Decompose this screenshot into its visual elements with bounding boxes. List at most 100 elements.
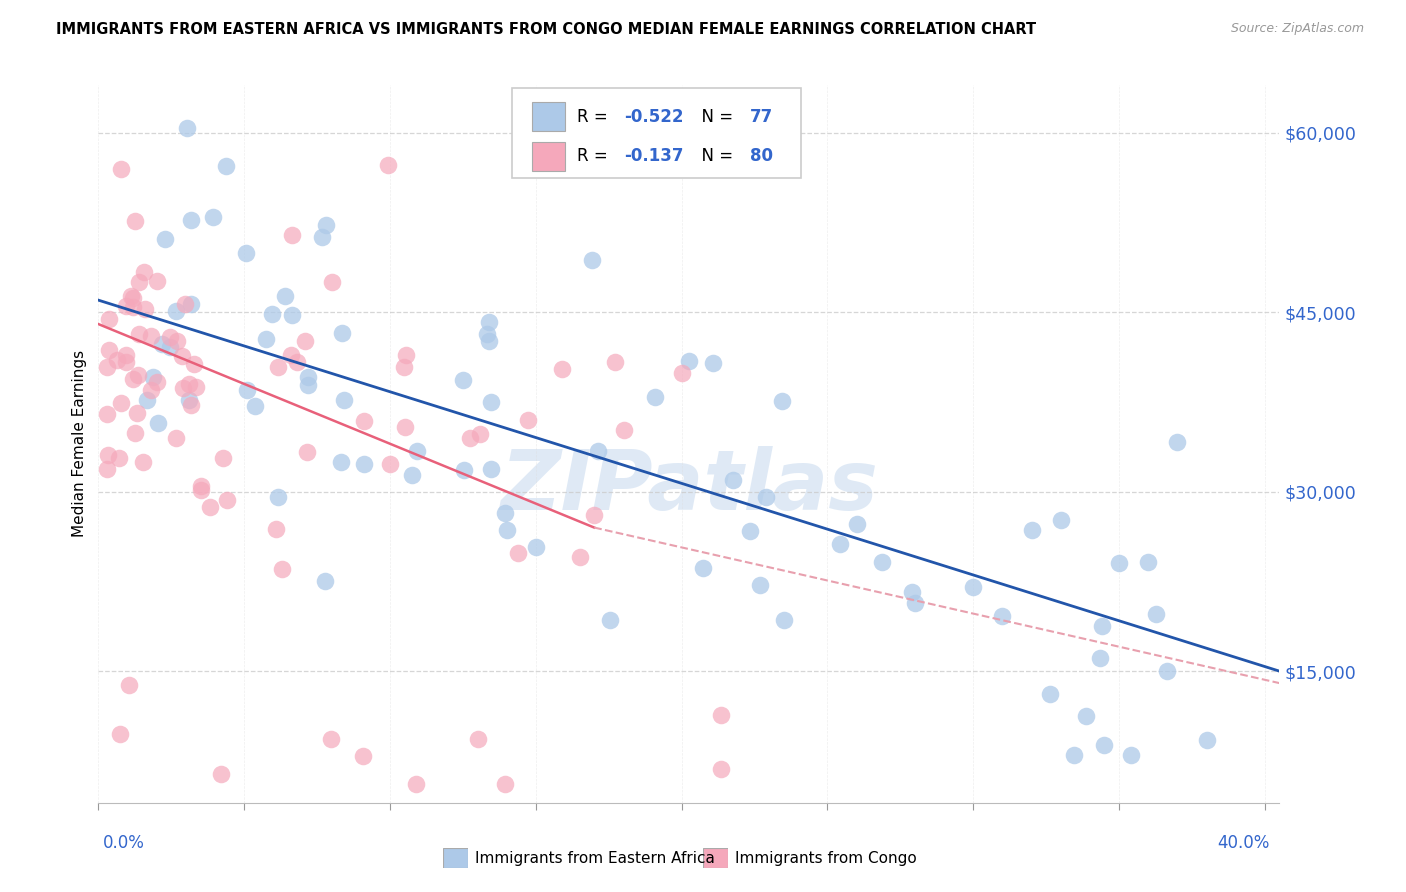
Point — [494, 776, 516, 790]
Point — [1108, 556, 1130, 570]
Point — [96, 407, 118, 421]
Point — [271, 562, 294, 576]
Point — [392, 359, 415, 374]
Point — [517, 413, 540, 427]
Text: Immigrants from Eastern Africa: Immigrants from Eastern Africa — [475, 851, 716, 865]
Point — [166, 334, 188, 348]
Point — [131, 454, 153, 468]
Point — [273, 289, 295, 303]
Point — [180, 296, 202, 310]
Point — [581, 252, 603, 267]
Point — [285, 355, 308, 369]
Y-axis label: Median Female Earnings: Median Female Earnings — [72, 351, 87, 537]
Point — [494, 506, 516, 520]
Point — [146, 375, 169, 389]
Point — [183, 357, 205, 371]
Point — [177, 377, 200, 392]
Point — [180, 398, 202, 412]
Point — [128, 326, 150, 341]
Point — [122, 291, 145, 305]
Point — [478, 334, 501, 348]
Point — [121, 300, 143, 314]
Point — [267, 490, 290, 504]
Point — [401, 467, 423, 482]
Point — [172, 350, 194, 364]
Point — [1119, 747, 1142, 762]
Point — [124, 425, 146, 440]
Point — [603, 354, 626, 368]
Point — [613, 424, 636, 438]
Point — [405, 776, 427, 790]
Text: R =: R = — [576, 108, 613, 126]
Point — [904, 596, 927, 610]
Point — [186, 379, 208, 393]
Point — [150, 336, 173, 351]
Point — [1166, 434, 1188, 449]
Point — [134, 301, 156, 316]
Point — [297, 369, 319, 384]
Point — [146, 274, 169, 288]
FancyBboxPatch shape — [512, 88, 801, 178]
Point — [176, 121, 198, 136]
Point — [353, 749, 375, 764]
Point — [236, 384, 259, 398]
Point — [260, 307, 283, 321]
Point — [588, 444, 610, 458]
Point — [330, 455, 353, 469]
Text: N =: N = — [692, 108, 738, 126]
Point — [478, 315, 501, 329]
Point — [709, 762, 731, 776]
Point — [321, 732, 343, 747]
Point — [180, 213, 202, 227]
Point — [1038, 687, 1060, 701]
Point — [97, 448, 120, 462]
Point — [96, 360, 118, 375]
Point — [830, 537, 852, 551]
Point — [142, 369, 165, 384]
Point — [1144, 607, 1167, 621]
Point — [845, 516, 868, 531]
Point — [198, 500, 221, 515]
Point — [333, 392, 356, 407]
Text: -0.137: -0.137 — [624, 147, 683, 165]
Point — [243, 399, 266, 413]
Point — [315, 218, 337, 232]
Point — [114, 348, 136, 362]
Point — [330, 326, 353, 340]
Text: Source: ZipAtlas.com: Source: ZipAtlas.com — [1230, 22, 1364, 36]
Bar — [531, 142, 565, 170]
Point — [1076, 709, 1098, 723]
Point — [755, 490, 778, 504]
Point — [773, 613, 796, 627]
Point — [280, 348, 302, 362]
Point — [115, 354, 138, 368]
Point — [406, 444, 429, 458]
Text: IMMIGRANTS FROM EASTERN AFRICA VS IMMIGRANTS FROM CONGO MEDIAN FEMALE EARNINGS C: IMMIGRANTS FROM EASTERN AFRICA VS IMMIGR… — [56, 22, 1036, 37]
Point — [870, 555, 893, 569]
Point — [202, 211, 225, 225]
Point — [120, 289, 142, 303]
Point — [467, 731, 489, 746]
Point — [110, 396, 132, 410]
Point — [146, 416, 169, 430]
Point — [353, 457, 375, 471]
Point — [1137, 555, 1160, 569]
Point — [125, 406, 148, 420]
Point — [1156, 664, 1178, 678]
Point — [209, 767, 232, 781]
Point — [121, 372, 143, 386]
Point — [1195, 732, 1218, 747]
Point — [165, 431, 187, 445]
Point — [458, 431, 481, 445]
Point — [190, 483, 212, 497]
Text: N =: N = — [692, 147, 738, 165]
Point — [1090, 651, 1112, 665]
Point — [256, 332, 278, 346]
Point — [353, 414, 375, 428]
Point — [702, 356, 724, 370]
Point — [692, 561, 714, 575]
Point — [139, 329, 162, 343]
Point — [314, 574, 336, 589]
Point — [159, 330, 181, 344]
Point — [1063, 747, 1085, 762]
